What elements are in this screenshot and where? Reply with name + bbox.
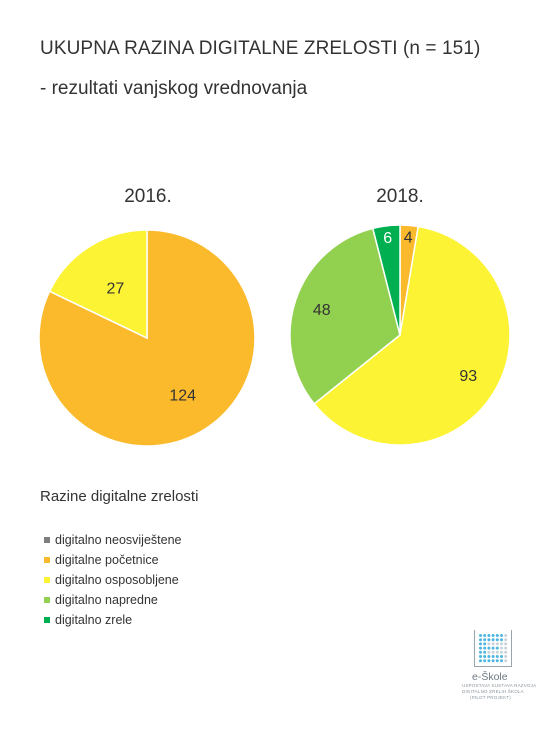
- logo-name: e-Škole: [472, 671, 508, 683]
- legend-title: Razine digitalne zrelosti: [40, 488, 199, 505]
- legend-item-0: digitalno neosviještene: [44, 530, 181, 550]
- legend-swatch-3: [44, 597, 50, 603]
- logo-tagline-3: (PILOT PROJEKT): [470, 695, 511, 700]
- pie-2018-label-0: 4: [404, 229, 413, 246]
- legend-label-3: digitalno napredne: [55, 593, 158, 607]
- pie-2018-label-1: 93: [459, 368, 477, 385]
- pie-2018-label-2: 48: [313, 302, 331, 319]
- legend-item-1: digitalne početnice: [44, 550, 181, 570]
- abacus-icon: [474, 630, 512, 667]
- logo-tagline-2: DIGITALNO ZRELIH ŠKOLA: [462, 689, 524, 694]
- legend-item-3: digitalno napredne: [44, 590, 181, 610]
- legend-label-2: digitalno osposobljene: [55, 573, 179, 587]
- pie-2016-slice-1: [48, 229, 148, 340]
- legend-swatch-4: [44, 617, 50, 623]
- pie-2018-slice-1: [313, 225, 511, 446]
- pie-2018-label-3: 6: [383, 230, 392, 247]
- legend: digitalno neosviještene digitalne početni…: [44, 530, 181, 630]
- logo-tagline-1: USPOSTAVA SUSTAVA RAZVOJA: [462, 683, 537, 688]
- page-subtitle: - rezultati vanjskog vrednovanja: [40, 78, 308, 99]
- pie-2018-title: 2018.: [376, 186, 424, 207]
- legend-item-2: digitalno osposobljene: [44, 570, 181, 590]
- e-skole-logo: e-Škole USPOSTAVA SUSTAVA RAZVOJA DIGITA…: [462, 630, 538, 701]
- page-title: UKUPNA RAZINA DIGITALNE ZRELOSTI (n = 15…: [40, 38, 481, 59]
- legend-swatch-0: [44, 537, 50, 543]
- legend-swatch-1: [44, 557, 50, 563]
- pie-2016-label-0: 124: [169, 388, 196, 405]
- pie-2016-title: 2016.: [124, 186, 172, 207]
- legend-label-0: digitalno neosviještene: [55, 533, 182, 547]
- legend-label-4: digitalno zrele: [55, 613, 133, 627]
- pie-2016-label-1: 27: [106, 281, 124, 298]
- pie-2018-slice-3: [371, 224, 401, 336]
- legend-swatch-2: [44, 577, 50, 583]
- legend-label-1: digitalne početnice: [55, 553, 159, 567]
- pie-2018-slice-2: [289, 227, 401, 405]
- legend-item-4: digitalno zrele: [44, 610, 181, 630]
